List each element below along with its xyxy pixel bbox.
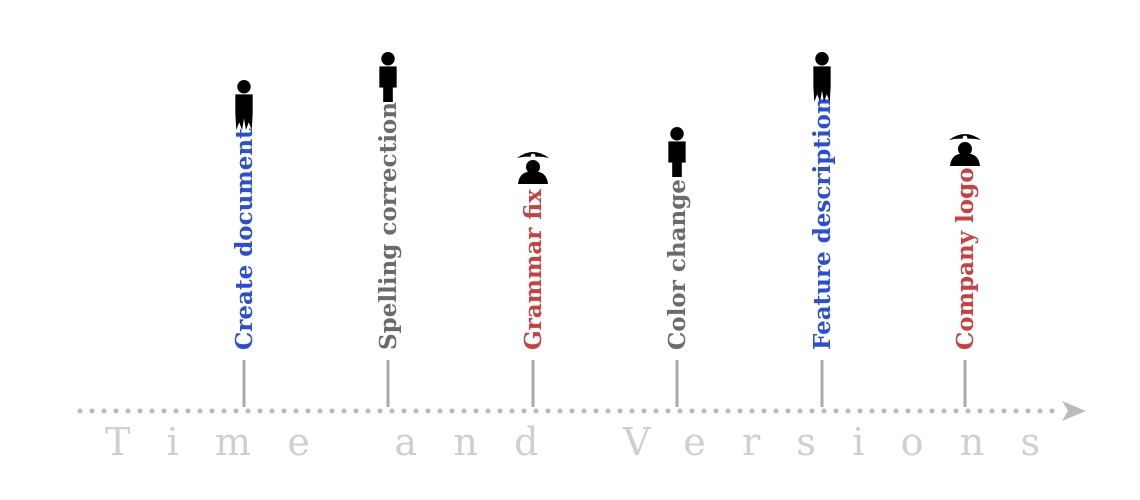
person-icon bbox=[813, 52, 831, 102]
person-icon bbox=[668, 127, 686, 177]
pirate-icon bbox=[949, 134, 981, 166]
event-label: Create document bbox=[231, 128, 258, 350]
timeline-event: Color change bbox=[664, 127, 691, 407]
event-label: Color change bbox=[664, 179, 691, 350]
timeline-event: Spelling correction bbox=[375, 52, 402, 407]
timeline-event: Grammar fix bbox=[517, 152, 549, 407]
event-label: Company logo bbox=[952, 167, 979, 350]
timeline-event: Create document bbox=[231, 80, 258, 407]
event-label: Feature description bbox=[809, 97, 836, 350]
event-label: Spelling correction bbox=[375, 102, 402, 350]
event-label: Grammar fix bbox=[520, 189, 547, 350]
pirate-icon bbox=[517, 152, 549, 184]
time-axis: Time and Versions bbox=[77, 401, 1086, 464]
axis-caption: Time and Versions bbox=[105, 420, 1040, 464]
person-icon bbox=[379, 52, 397, 102]
person-icon bbox=[235, 80, 253, 130]
timeline-event: Company logo bbox=[949, 134, 981, 407]
arrow-right-icon bbox=[1062, 401, 1086, 421]
timeline-event: Feature description bbox=[809, 52, 836, 407]
